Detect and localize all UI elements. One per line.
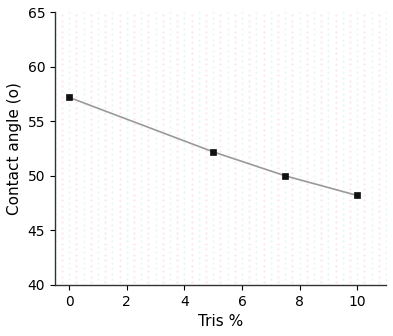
Y-axis label: Contact angle (o): Contact angle (o) (7, 82, 22, 215)
X-axis label: Tris %: Tris % (198, 314, 243, 329)
